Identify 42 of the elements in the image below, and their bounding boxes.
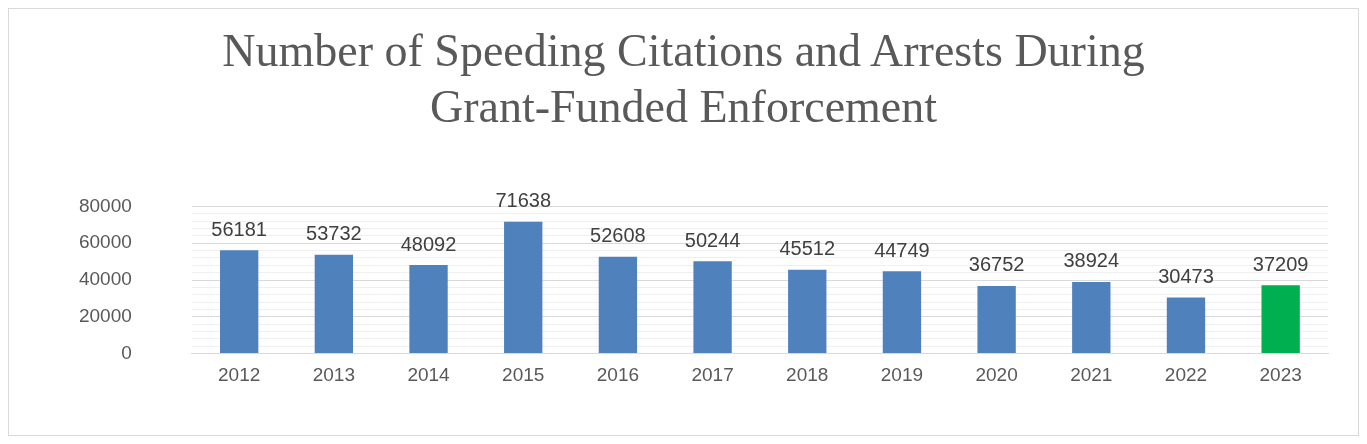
x-tick-label: 2016 (596, 364, 640, 386)
bar (314, 254, 354, 354)
data-label: 56181 (211, 217, 267, 240)
chart-title: Number of Speeding Citations and Arrests During Grant-Funded Enforcement (221, 24, 1146, 134)
x-tick-label: 2021 (1070, 364, 1113, 386)
bar (504, 221, 543, 354)
data-label: 37209 (1252, 252, 1309, 275)
bar (220, 250, 259, 354)
bar (1261, 285, 1300, 354)
x-tick-label: 2017 (691, 364, 734, 386)
data-label: 38924 (1063, 249, 1120, 272)
y-tick-label: 20000 (78, 305, 132, 327)
bar (977, 285, 1016, 354)
x-tick-label: 2014 (407, 364, 451, 386)
x-tick-label: 2012 (218, 364, 261, 386)
data-label: 44749 (874, 238, 930, 261)
bar (598, 256, 638, 354)
bar (409, 265, 448, 354)
bar (1072, 281, 1111, 354)
bar (882, 271, 922, 354)
y-tick-label: 0 (121, 341, 132, 363)
data-label: 50244 (684, 228, 741, 251)
x-tick-label: 2019 (880, 364, 924, 386)
data-label: 71638 (495, 189, 552, 212)
x-tick-label: 2013 (312, 364, 355, 386)
x-tick-label: 2015 (502, 364, 545, 386)
data-label: 30473 (1158, 265, 1214, 288)
data-label: 53732 (306, 222, 362, 245)
x-tick-label: 2022 (1164, 364, 1208, 386)
x-tick-label: 2020 (975, 364, 1018, 386)
data-label: 36752 (968, 253, 1025, 276)
x-tick-label: 2018 (786, 364, 829, 386)
x-tick-label: 2023 (1259, 364, 1302, 386)
data-label: 52608 (590, 224, 646, 247)
bar (788, 269, 827, 354)
bar (1166, 297, 1206, 354)
bar (693, 261, 732, 354)
y-tick-label: 80000 (78, 194, 132, 216)
data-label: 45512 (779, 237, 836, 260)
y-tick-label: 60000 (78, 231, 132, 253)
data-label: 48092 (400, 232, 457, 255)
y-tick-label: 40000 (78, 268, 132, 290)
